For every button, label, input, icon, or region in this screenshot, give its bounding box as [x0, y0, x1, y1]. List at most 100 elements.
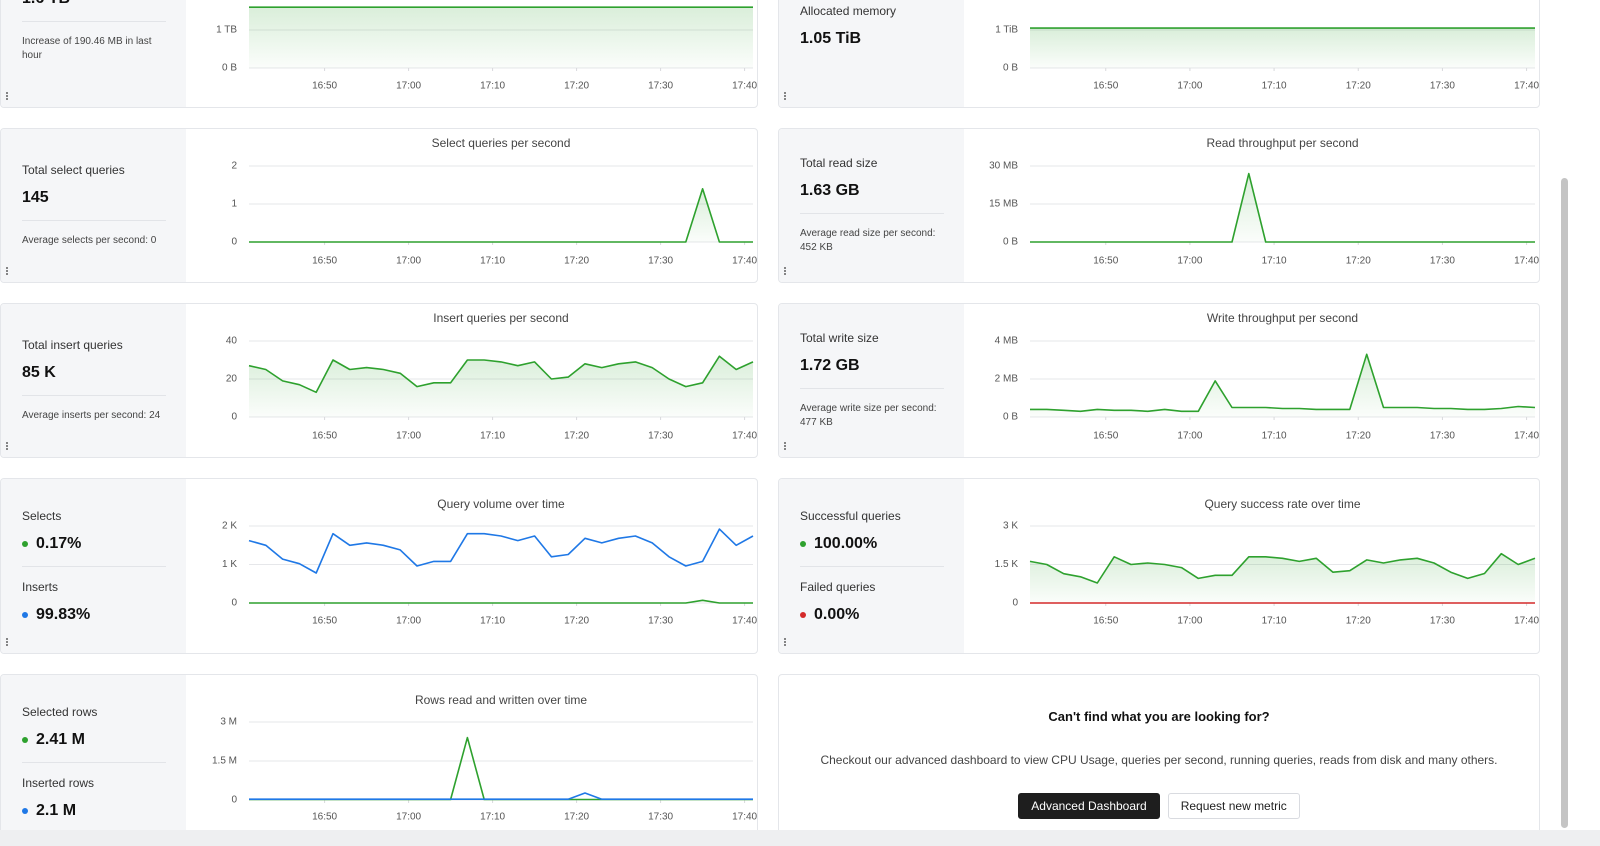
menu-icon-dot — [784, 270, 786, 272]
y-tick-label: 0 — [1012, 598, 1018, 609]
legend-dot — [800, 540, 806, 547]
stat-label: Total insert queries — [22, 338, 123, 352]
y-tick-label: 0 — [231, 598, 237, 609]
stat-sidebar: 1.6 TB Increase of 190.46 MB in last hour — [1, 0, 186, 107]
series-line — [248, 528, 754, 574]
y-tick-label: 0 — [231, 795, 237, 806]
x-tick-label: 17:00 — [1177, 431, 1202, 442]
x-tick-label: 16:50 — [312, 431, 337, 442]
x-tick-label: 17:40 — [732, 256, 757, 267]
menu-icon-dot — [6, 644, 8, 646]
x-tick-label: 16:50 — [312, 616, 337, 627]
x-tick-label: 17:40 — [732, 81, 757, 92]
x-tick-label: 16:50 — [1093, 256, 1118, 267]
menu-icon-dot — [784, 95, 786, 97]
legend-dot — [22, 736, 28, 743]
menu-icon-dot — [784, 92, 786, 94]
menu-icon-dot — [6, 267, 8, 269]
x-tick-label: 17:40 — [732, 812, 757, 823]
metric-panel: Total read size 1.63 GB Average read size … — [778, 128, 1540, 283]
y-tick-label: 0 B — [222, 63, 237, 74]
x-tick-label: 17:30 — [648, 431, 673, 442]
stat-value-text: 1.63 GB — [800, 182, 860, 199]
x-tick-label: 17:00 — [1177, 81, 1202, 92]
metric-panel: Selects 0.17% Inserts 99.83% Query volume ov… — [0, 478, 758, 654]
chart: 0 B 1 TiB 16:50 17:00 17:10 17:20 17:30 17:40 — [784, 25, 1539, 100]
divider — [22, 20, 166, 22]
y-tick-label: 4 MB — [995, 336, 1019, 347]
x-tick-label: 17:20 — [564, 616, 589, 627]
stat-value-text: 2.1 M — [36, 801, 77, 819]
stat-value-text: 1.72 GB — [800, 357, 860, 374]
chart: Insert queries per second 0 20 40 16:50 17:00… — [6, 311, 757, 450]
divider — [22, 565, 166, 567]
x-tick-label: 17:10 — [480, 431, 505, 442]
divider — [22, 220, 166, 221]
x-tick-label: 16:50 — [1093, 616, 1118, 627]
legend-dot — [22, 611, 28, 618]
stat-sidebar: Total write size 1.72 GB Average write siz… — [779, 304, 964, 457]
x-tick-label: 17:10 — [1262, 81, 1287, 92]
stat-value: 1.05 TiB — [800, 30, 964, 48]
stat-value-text: 1.05 TiB — [800, 30, 862, 47]
x-tick-label: 17:30 — [648, 81, 673, 92]
y-tick-label: 3 K — [1003, 521, 1018, 532]
cta-title: Can't find what you are looking for? — [1048, 709, 1270, 724]
x-tick-label: 17:20 — [1346, 431, 1371, 442]
cta-text: Checkout our advanced dashboard to view … — [820, 753, 1498, 767]
x-tick-label: 17:20 — [1346, 256, 1371, 267]
chart-title: Query volume over time — [437, 497, 565, 511]
stat-value: 0.17% — [22, 535, 186, 553]
divider — [800, 388, 944, 389]
y-tick-label: 2 — [231, 161, 237, 172]
menu-icon-dot — [784, 448, 786, 450]
x-tick-label: 17:30 — [648, 812, 673, 823]
scrollbar-thumb[interactable] — [1561, 178, 1568, 828]
series-line — [248, 355, 754, 394]
y-tick-label: 30 MB — [989, 161, 1018, 172]
menu-icon-dot — [6, 98, 8, 100]
menu-icon-dot — [784, 644, 786, 646]
x-tick-label: 17:10 — [1262, 256, 1287, 267]
x-tick-label: 17:40 — [732, 616, 757, 627]
stat-value: 100.00% — [800, 535, 964, 553]
stat-label: Failed queries — [800, 579, 876, 594]
divider — [800, 565, 944, 567]
legend-dot — [800, 611, 806, 618]
cta-button[interactable]: Request new metric — [1167, 793, 1300, 819]
area-fill — [249, 356, 753, 417]
cta-button[interactable]: Advanced Dashboard — [1018, 793, 1160, 819]
menu-icon-dot — [6, 638, 8, 640]
x-tick-label: 17:40 — [1514, 256, 1539, 267]
stat-label: Inserted rows — [22, 775, 95, 790]
x-tick-label: 17:20 — [1346, 81, 1371, 92]
chart-title: Query success rate over time — [1204, 497, 1360, 511]
x-tick-label: 17:10 — [480, 256, 505, 267]
x-tick-label: 17:00 — [396, 812, 421, 823]
stat-label: Successful queries — [800, 508, 901, 523]
stat-sidebar: Allocated memory 1.05 TiB — [779, 0, 964, 107]
stat-sidebar: Selected rows 2.41 M Inserted rows 2.1 M — [1, 675, 186, 846]
x-tick-label: 17:00 — [1177, 616, 1202, 627]
stat-value: 2.1 M — [22, 802, 186, 820]
x-tick-label: 17:40 — [1514, 616, 1539, 627]
divider — [800, 213, 944, 214]
metric-panel: Total select queries 145 Average selects p… — [0, 128, 758, 283]
area-fill — [1030, 553, 1535, 603]
metric-panel: Total insert queries 85 K Average inserts … — [0, 303, 758, 458]
metric-panel: Total write size 1.72 GB Average write siz… — [778, 303, 1540, 458]
menu-icon-dot — [784, 445, 786, 447]
x-tick-label: 17:00 — [1177, 256, 1202, 267]
x-tick-label: 17:10 — [1262, 616, 1287, 627]
stat-value-text: 1.6 TB — [22, 0, 70, 8]
x-tick-label: 17:00 — [396, 81, 421, 92]
chart: Rows read and written over time 0 1.5 M 3 M… — [6, 693, 757, 842]
series-line — [1030, 353, 1536, 413]
stat-sidebar: Total insert queries 85 K Average inserts … — [1, 304, 186, 457]
y-tick-label: 0 B — [1003, 63, 1018, 74]
x-tick-label: 17:20 — [564, 431, 589, 442]
cta-panel: Can't find what you are looking for? Chec… — [778, 674, 1540, 846]
x-tick-label: 16:50 — [312, 256, 337, 267]
x-tick-label: 17:00 — [396, 431, 421, 442]
